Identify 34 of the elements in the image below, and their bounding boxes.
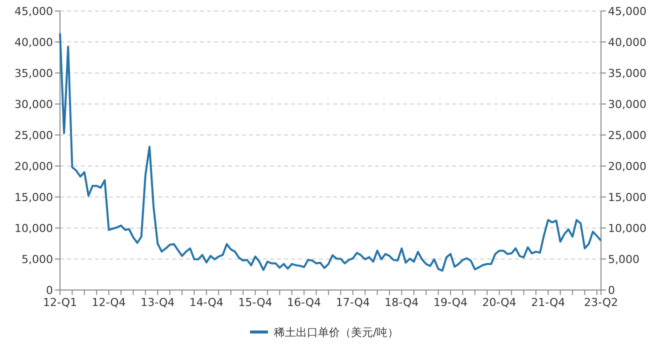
y2-tick-label: 45,000 — [608, 4, 646, 18]
x-tick-label: 12-Q4 — [92, 296, 126, 309]
y2-tick-label: 40,000 — [608, 36, 646, 49]
y-tick-label: 35,000 — [14, 66, 53, 80]
y-tick-label: 40,000 — [14, 36, 53, 49]
y2-tick-label: 0 — [608, 284, 615, 297]
y-tick-label: 45,000 — [14, 4, 53, 18]
y-tick-label: 10,000 — [14, 222, 53, 235]
y-tick-label: 15,000 — [14, 190, 53, 204]
x-tick-label: 23-Q2 — [584, 296, 618, 309]
y-tick-label: 30,000 — [14, 98, 53, 111]
y-tick-label: 20,000 — [14, 160, 53, 173]
y2-tick-label: 35,000 — [608, 66, 646, 80]
x-tick-label: 16-Q4 — [287, 296, 322, 309]
x-tick-label: 15-Q4 — [238, 296, 272, 309]
y2-tick-label: 25,000 — [608, 128, 646, 142]
y2-tick-label: 30,000 — [608, 98, 646, 111]
x-tick-label: 20-Q4 — [482, 296, 516, 309]
y2-tick-label: 10,000 — [608, 222, 646, 235]
y2-tick-label: 5,000 — [608, 252, 640, 266]
y-tick-label: 25,000 — [14, 128, 53, 142]
x-tick-label: 19-Q4 — [433, 296, 468, 309]
y-tick-label: 5,000 — [22, 252, 53, 266]
legend-label: 稀土出口单价（美元/吨） — [274, 326, 399, 339]
x-tick-label: 14-Q4 — [189, 296, 224, 309]
line-series — [59, 32, 602, 272]
x-tick-label: 17-Q4 — [336, 296, 370, 309]
x-tick-label: 13-Q4 — [140, 296, 175, 309]
x-tick-label: 12-Q1 — [42, 296, 78, 309]
y2-tick-label: 15,000 — [608, 190, 646, 204]
x-tick-label: 21-Q4 — [531, 296, 566, 309]
y2-tick-label: 20,000 — [608, 160, 646, 173]
x-tick-label: 18-Q4 — [384, 296, 419, 309]
y-tick-label: 0 — [46, 284, 53, 297]
